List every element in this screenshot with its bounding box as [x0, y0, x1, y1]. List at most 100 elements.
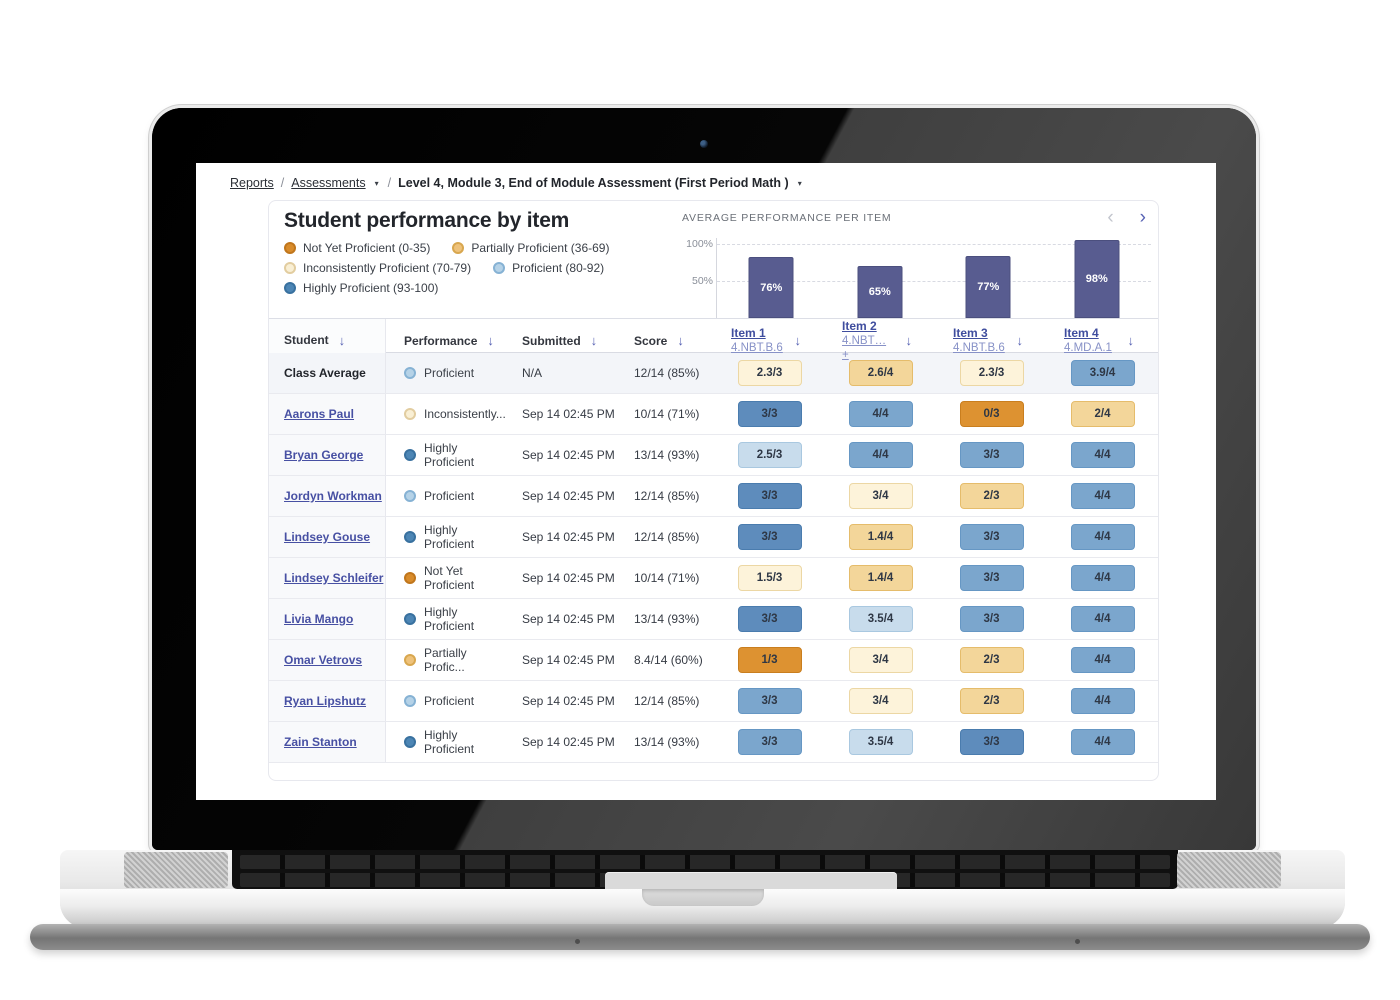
- sort-arrow-icon[interactable]: ↓: [905, 333, 913, 349]
- item-score-chip[interactable]: 4/4: [1070, 483, 1135, 509]
- performance-dot-icon: [404, 654, 416, 666]
- item-score-chip[interactable]: 4/4: [848, 442, 913, 468]
- item-score-chip[interactable]: 4/4: [1070, 565, 1135, 591]
- student-link[interactable]: Omar Vetrovs: [284, 653, 363, 667]
- student-link[interactable]: Livia Mango: [284, 612, 354, 626]
- item-score-chip[interactable]: 3.9/4: [1070, 360, 1135, 386]
- item-score-chip[interactable]: 3/4: [848, 647, 913, 673]
- breadcrumb-reports-link[interactable]: Reports: [230, 176, 274, 190]
- item-score-chip[interactable]: 3/3: [737, 688, 802, 714]
- item-score-chip[interactable]: 2/4: [1070, 401, 1135, 427]
- item-3-link[interactable]: Item 3: [953, 326, 988, 341]
- bar-value-label: 76%: [760, 281, 783, 294]
- item-score-chip[interactable]: 3.5/4: [848, 606, 913, 632]
- performance-label: Highly Proficient: [424, 523, 475, 551]
- sort-arrow-icon[interactable]: ↓: [338, 332, 346, 348]
- item-score-chip[interactable]: 3/3: [959, 524, 1024, 550]
- item-4-standard-link[interactable]: 4.MD.A.1: [1064, 342, 1112, 355]
- laptop-base: [60, 850, 1345, 928]
- submitted-value: Sep 14 02:45 PM: [522, 571, 615, 585]
- column-header-score[interactable]: Score ↓: [634, 333, 684, 349]
- gridline-50: [717, 281, 1151, 282]
- item-score-chip[interactable]: 1/3: [737, 647, 802, 673]
- item-score-chip[interactable]: 3/3: [737, 524, 802, 550]
- item-score-chip[interactable]: 2/3: [959, 647, 1024, 673]
- item-score-chip[interactable]: 3/4: [848, 483, 913, 509]
- student-link[interactable]: Ryan Lipshutz: [284, 694, 367, 708]
- item-score-chip[interactable]: 2.5/3: [737, 442, 802, 468]
- column-header-submitted[interactable]: Submitted ↓: [522, 333, 598, 349]
- item-score-chip[interactable]: 4/4: [1070, 524, 1135, 550]
- item-score-chip[interactable]: 0/3: [959, 401, 1024, 427]
- score-value: 12/14 (85%): [634, 366, 700, 380]
- submitted-value: Sep 14 02:45 PM: [522, 489, 615, 503]
- column-header-performance[interactable]: Performance ↓: [404, 333, 494, 349]
- column-header-item-4: Item 4 4.MD.A.1 ↓: [1047, 319, 1158, 363]
- student-link[interactable]: Lindsey Schleifer: [284, 571, 384, 585]
- assessments-dropdown-caret-icon[interactable]: ▾: [374, 178, 379, 188]
- chevron-right-icon[interactable]: ›: [1139, 207, 1146, 228]
- submitted-value: Sep 14 02:45 PM: [522, 694, 615, 708]
- legend-label: Inconsistently Proficient (70-79): [303, 261, 472, 275]
- item-score-chip[interactable]: 3/3: [959, 442, 1024, 468]
- item-score-chip[interactable]: 1.4/4: [848, 565, 913, 591]
- legend-label: Partially Proficient (36-69): [471, 241, 610, 255]
- item-4-link[interactable]: Item 4: [1064, 326, 1099, 341]
- score-value: 13/14 (93%): [634, 735, 700, 749]
- legend-label: Highly Proficient (93-100): [303, 281, 439, 295]
- item-2-link[interactable]: Item 2: [842, 319, 877, 333]
- bar-item-1: 76%: [748, 257, 794, 318]
- sort-arrow-icon[interactable]: ↓: [487, 333, 494, 349]
- student-link[interactable]: Aarons Paul: [284, 407, 355, 421]
- student-link[interactable]: Bryan George: [284, 448, 364, 462]
- item-1-link[interactable]: Item 1: [731, 326, 766, 341]
- item-score-chip[interactable]: 2.3/3: [737, 360, 802, 386]
- item-score-chip[interactable]: 3/4: [848, 688, 913, 714]
- item-score-chip[interactable]: 2/3: [959, 483, 1024, 509]
- submitted-value: N/A: [522, 366, 543, 380]
- item-score-chip[interactable]: 2.6/4: [848, 360, 913, 386]
- item-3-standard-link[interactable]: 4.NBT.B.6: [953, 342, 1005, 355]
- breadcrumb-assessments-link[interactable]: Assessments: [291, 176, 366, 190]
- item-score-chip[interactable]: 3/3: [737, 729, 802, 755]
- item-score-chip[interactable]: 4/4: [1070, 688, 1135, 714]
- item-score-chip[interactable]: 4/4: [1070, 442, 1135, 468]
- performance-label: Proficient: [424, 366, 475, 380]
- performance-dot-icon: [404, 408, 416, 420]
- sort-arrow-icon[interactable]: ↓: [677, 333, 684, 349]
- item-score-chip[interactable]: 3.5/4: [848, 729, 913, 755]
- item-score-chip[interactable]: 3/3: [737, 606, 802, 632]
- legend-dot-icon: [284, 282, 296, 294]
- item-score-chip[interactable]: 3/3: [959, 729, 1024, 755]
- performance-dot-icon: [404, 736, 416, 748]
- student-link[interactable]: Lindsey Gouse: [284, 530, 371, 544]
- item-score-chip[interactable]: 3/3: [959, 565, 1024, 591]
- column-header-item-2: Item 2 4.NBT… + ↓: [825, 319, 936, 363]
- assessment-dropdown-caret-icon[interactable]: ▾: [797, 178, 802, 188]
- item-score-chip[interactable]: 3/3: [959, 606, 1024, 632]
- item-score-chip[interactable]: 4/4: [1070, 606, 1135, 632]
- item-2-standard-link[interactable]: 4.NBT… +: [842, 335, 887, 362]
- sort-arrow-icon[interactable]: ↓: [1127, 333, 1135, 349]
- item-score-chip[interactable]: 3/3: [737, 401, 802, 427]
- item-score-chip[interactable]: 4/4: [848, 401, 913, 427]
- item-score-chip[interactable]: 4/4: [1070, 647, 1135, 673]
- chevron-left-icon[interactable]: ‹: [1107, 207, 1114, 228]
- table-row-class-average: Class Average Proficient N/A 12/14 (85%)…: [269, 353, 1158, 394]
- item-score-chip[interactable]: 4/4: [1070, 729, 1135, 755]
- item-score-chip[interactable]: 1.5/3: [737, 565, 802, 591]
- item-score-chip[interactable]: 1.4/4: [848, 524, 913, 550]
- sort-arrow-icon[interactable]: ↓: [1016, 333, 1024, 349]
- student-link[interactable]: Jordyn Workman: [284, 489, 382, 503]
- item-1-standard-link[interactable]: 4.NBT.B.6: [731, 342, 783, 355]
- student-link[interactable]: Zain Stanton: [284, 735, 357, 749]
- gridline-100: [717, 244, 1151, 245]
- item-score-chip[interactable]: 2/3: [959, 688, 1024, 714]
- sort-arrow-icon[interactable]: ↓: [590, 333, 598, 349]
- performance-label: Highly Proficient: [424, 728, 475, 756]
- sort-arrow-icon[interactable]: ↓: [794, 333, 802, 349]
- legend-item: Proficient (80-92): [493, 261, 604, 275]
- item-score-chip[interactable]: 3/3: [737, 483, 802, 509]
- item-score-chip[interactable]: 2.3/3: [959, 360, 1024, 386]
